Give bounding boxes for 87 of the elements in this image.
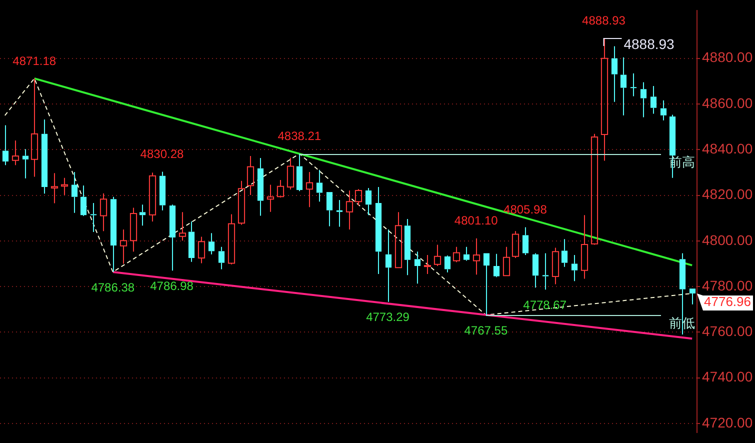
candlestick (208, 232, 215, 255)
candlestick (120, 228, 128, 264)
annotation: 4871.18 (12, 54, 56, 68)
candlestick (600, 37, 608, 162)
candlestick (316, 169, 323, 202)
candlestick (394, 212, 402, 268)
annotation: 4786.38 (91, 280, 135, 294)
candlestick (228, 214, 236, 265)
candlestick (542, 252, 549, 290)
candlestick (139, 204, 146, 226)
candlestick (238, 180, 246, 226)
candlestick (80, 184, 87, 217)
candlestick (2, 124, 9, 166)
candlestick (444, 255, 451, 273)
candlestick (689, 288, 696, 305)
candlestick (365, 187, 372, 216)
candlestick (30, 78, 38, 178)
candlestick (110, 196, 117, 272)
candlestick (580, 214, 588, 280)
candlestick (246, 156, 254, 196)
candlestick (502, 246, 510, 276)
candlestick (159, 171, 166, 211)
candlestick (414, 251, 421, 284)
candlestick (336, 200, 343, 228)
candlestick (571, 254, 578, 282)
candlestick (385, 228, 392, 302)
candlestick (660, 100, 667, 121)
text: 4776.96 (704, 294, 751, 310)
y-tick-label: 4800.00 (702, 232, 753, 248)
annotation: 4888.93 (624, 36, 675, 52)
y-tick-label: 4860.00 (702, 94, 753, 111)
candlestick (71, 171, 78, 214)
candlestick (552, 247, 560, 285)
y-tick-label: 4720.00 (702, 414, 753, 430)
candlestick (266, 184, 274, 212)
candlestick (12, 140, 20, 166)
candlestick (472, 238, 480, 276)
annotation: 4767.55 (464, 323, 508, 338)
candlestick (561, 238, 568, 268)
candlestick (404, 218, 411, 276)
annotation: 4773.29 (366, 310, 410, 324)
annotation: 4838.21 (278, 129, 322, 144)
candlestick (326, 192, 333, 227)
annotation: 4801.10 (454, 214, 498, 228)
y-tick-label: 4780.00 (702, 277, 753, 294)
candlestick (346, 190, 354, 230)
candlestick (306, 171, 314, 208)
candlestick (50, 172, 58, 204)
candlestick (620, 56, 627, 116)
candlestick (257, 158, 264, 216)
candlestick (463, 246, 470, 262)
y-tick-label: 4740.00 (702, 368, 753, 385)
candlestick (198, 236, 206, 264)
candlestick (276, 179, 284, 198)
candlestick (493, 253, 500, 278)
candlestick (41, 118, 48, 194)
candlestick (434, 244, 442, 266)
candlestick (100, 192, 108, 232)
candlestick (296, 153, 303, 192)
candlestick (60, 177, 68, 196)
annotation: 4786.98 (150, 278, 194, 293)
candlestick (630, 72, 637, 97)
candlestick (188, 221, 195, 262)
candlestick (640, 82, 647, 118)
candlestick (522, 226, 529, 256)
candlestick (424, 254, 432, 274)
candlestick (286, 157, 294, 190)
candlestick (532, 252, 539, 288)
y-tick-label: 4840.00 (702, 140, 753, 156)
candlestick (22, 148, 29, 179)
annotation: 4888.93 (582, 13, 626, 28)
y-tick-label: 4820.00 (702, 186, 753, 202)
candlestick (148, 172, 156, 222)
candlestick (130, 207, 138, 252)
annotation: 4778.67 (523, 298, 567, 312)
candlestick (90, 202, 97, 232)
candlestick (483, 253, 490, 316)
candlestick (169, 204, 176, 272)
annotation: 4805.98 (504, 202, 548, 217)
candlestick (178, 212, 186, 242)
candlestick (375, 186, 382, 274)
y-tick-label: 4760.00 (702, 323, 753, 340)
candlestick (650, 85, 657, 114)
candlestick (218, 246, 225, 270)
annotation: 4830.28 (140, 147, 184, 162)
candlestick (611, 46, 618, 102)
y-tick-label: 4880.00 (702, 49, 753, 66)
